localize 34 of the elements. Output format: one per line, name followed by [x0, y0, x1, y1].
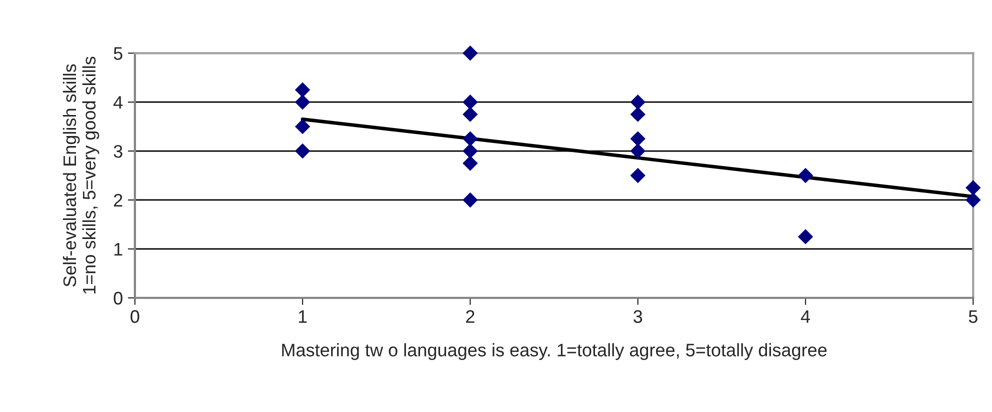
- y-tick-label: 5: [114, 47, 122, 60]
- x-tick-label: 0: [130, 310, 140, 323]
- x-tick-label: 2: [466, 310, 474, 323]
- point: [294, 118, 310, 134]
- point: [462, 143, 478, 159]
- point: [294, 143, 310, 159]
- point: [798, 168, 814, 184]
- point: [462, 106, 478, 122]
- x-axis-title: Mastering tw o languages is easy. 1=totally agree, 5=totally disagree: [282, 343, 827, 360]
- y-tick-label: 1: [114, 243, 122, 256]
- y-tick-label: 2: [114, 194, 122, 207]
- x-tick-label: 3: [634, 310, 642, 323]
- y-tick-label: 3: [114, 144, 122, 158]
- point: [294, 94, 310, 110]
- point: [462, 131, 478, 146]
- point: [630, 143, 646, 159]
- y-tick-label: 0: [114, 292, 122, 305]
- point: [630, 168, 646, 184]
- point: [966, 180, 981, 196]
- y-tick-label: 4: [113, 96, 123, 109]
- point: [798, 229, 814, 244]
- point: [294, 82, 310, 98]
- point: [630, 106, 646, 122]
- point: [462, 46, 478, 61]
- x-tick-label: 1: [298, 310, 307, 323]
- x-tick-label: 5: [968, 310, 978, 323]
- point: [630, 94, 646, 110]
- point: [966, 192, 981, 208]
- y-axis-title: Self-evaluated English skills 1=no skills, 5=very good skills: [62, 56, 100, 294]
- x-tick-label: 4: [800, 310, 810, 323]
- point: [462, 156, 478, 171]
- point: [462, 94, 478, 110]
- point: [462, 192, 478, 208]
- point: [630, 131, 646, 146]
